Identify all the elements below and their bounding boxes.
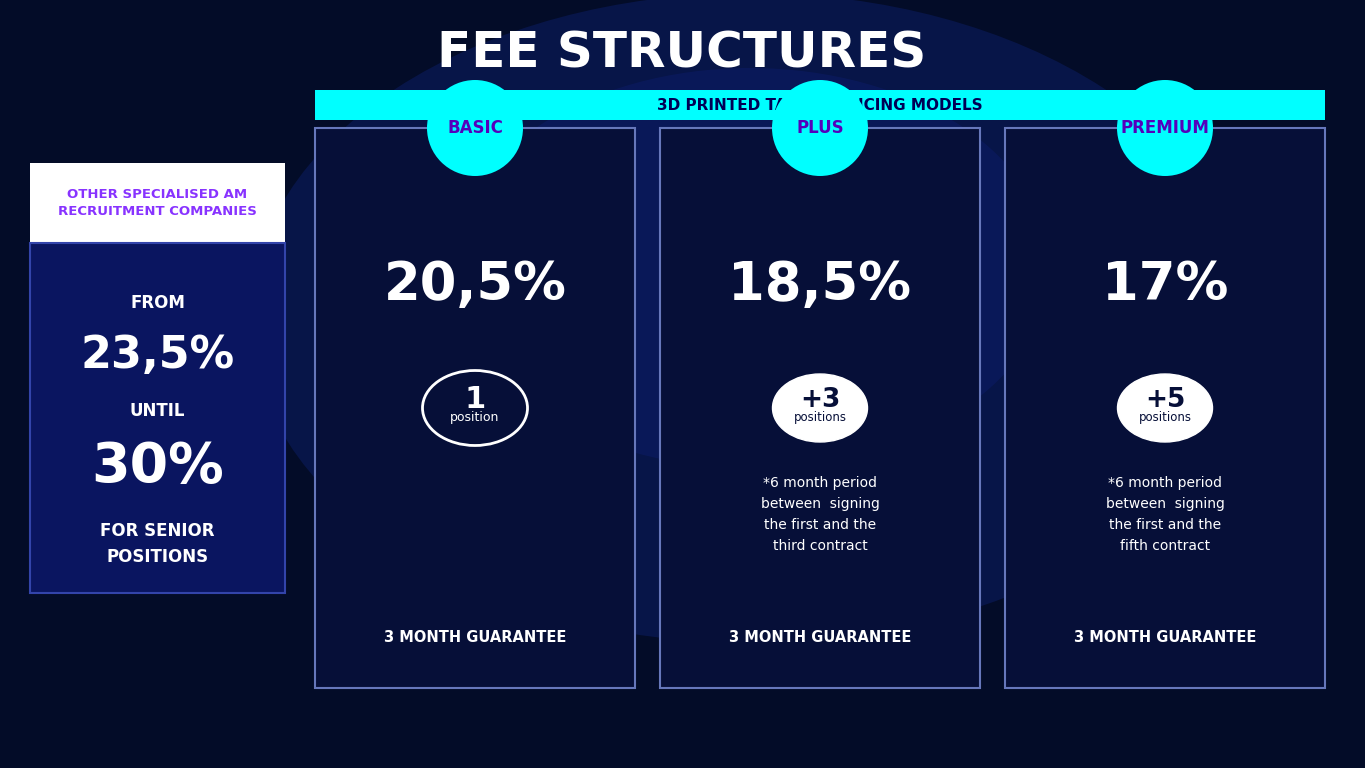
Text: 3 MONTH GUARANTEE: 3 MONTH GUARANTEE — [384, 630, 566, 645]
Text: FOR SENIOR
POSITIONS: FOR SENIOR POSITIONS — [100, 522, 214, 565]
FancyBboxPatch shape — [661, 128, 980, 688]
FancyBboxPatch shape — [30, 243, 285, 593]
Text: 3 MONTH GUARANTEE: 3 MONTH GUARANTEE — [1074, 630, 1256, 645]
Text: 1: 1 — [464, 385, 486, 413]
Text: positions: positions — [1138, 411, 1192, 423]
Text: PREMIUM: PREMIUM — [1121, 119, 1209, 137]
Text: 20,5%: 20,5% — [384, 259, 566, 311]
Text: +3: +3 — [800, 387, 841, 413]
Text: 23,5%: 23,5% — [81, 333, 235, 376]
Text: *6 month period
between  signing
the first and the
third contract: *6 month period between signing the firs… — [760, 475, 879, 553]
Text: UNTIL: UNTIL — [130, 402, 186, 420]
Text: *6 month period
between  signing
the first and the
fifth contract: *6 month period between signing the firs… — [1106, 475, 1224, 553]
FancyBboxPatch shape — [1005, 128, 1325, 688]
FancyBboxPatch shape — [30, 163, 285, 243]
Ellipse shape — [250, 0, 1250, 643]
Text: FROM: FROM — [130, 293, 184, 312]
Text: OTHER SPECIALISED AM
RECRUITMENT COMPANIES: OTHER SPECIALISED AM RECRUITMENT COMPANI… — [59, 188, 257, 218]
FancyBboxPatch shape — [315, 128, 635, 688]
Text: PLUS: PLUS — [796, 119, 844, 137]
Text: position: position — [450, 411, 500, 423]
Ellipse shape — [450, 68, 1050, 468]
Text: +5: +5 — [1145, 387, 1185, 413]
Circle shape — [427, 80, 523, 176]
Ellipse shape — [773, 374, 868, 442]
Text: 17%: 17% — [1102, 259, 1228, 311]
Ellipse shape — [1118, 374, 1212, 442]
FancyBboxPatch shape — [315, 90, 1325, 120]
Circle shape — [773, 80, 868, 176]
Text: BASIC: BASIC — [448, 119, 502, 137]
Circle shape — [1117, 80, 1213, 176]
Text: 3 MONTH GUARANTEE: 3 MONTH GUARANTEE — [729, 630, 912, 645]
Text: 30%: 30% — [91, 440, 224, 494]
Text: 18,5%: 18,5% — [729, 259, 912, 311]
Text: 3D PRINTED TALENT PRICING MODELS: 3D PRINTED TALENT PRICING MODELS — [657, 98, 983, 112]
Text: FEE STRUCTURES: FEE STRUCTURES — [437, 29, 927, 77]
Text: positions: positions — [793, 411, 846, 423]
